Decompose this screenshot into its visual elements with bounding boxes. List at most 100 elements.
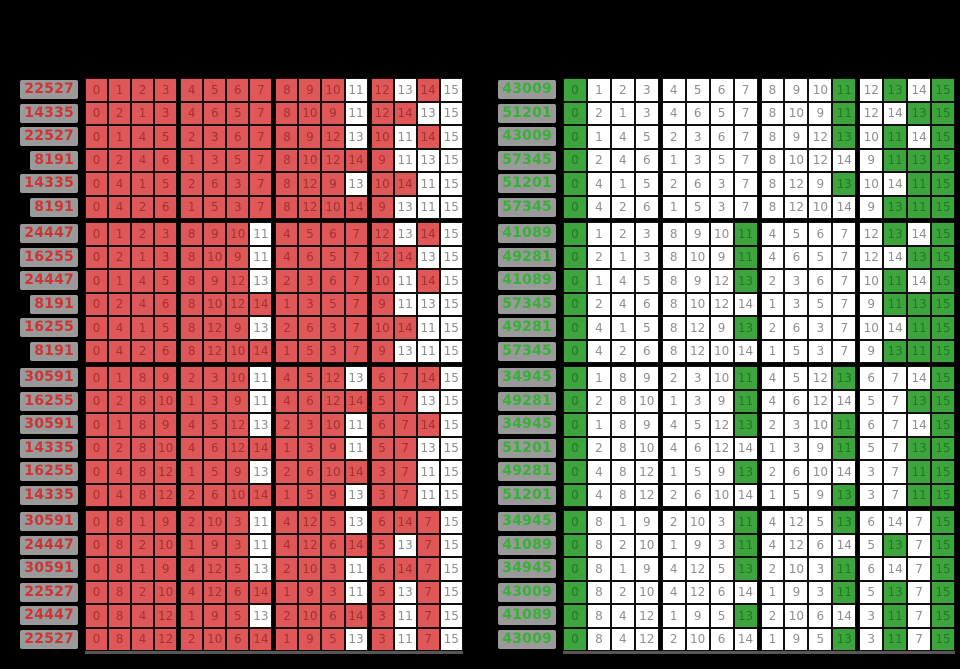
lane-cell: 12 xyxy=(226,436,250,460)
lane-cell: 1 xyxy=(661,533,686,557)
lane-cell: 15 xyxy=(931,413,955,437)
lane-cell: 13 xyxy=(883,222,908,246)
lane-cell: 15 xyxy=(931,510,955,534)
lane-cell: 5 xyxy=(709,101,734,125)
lane-cell: 13 xyxy=(249,316,273,340)
lane-cells: 0 2 8 10 1 3 9 11 4 6 12 14 5 7 13 15 xyxy=(85,389,463,413)
table-row: 8191 0 4 2 6 1 5 3 7 8 12 10 14 9 13 11 15 xyxy=(0,195,463,220)
lane-cell: 9 xyxy=(226,460,250,484)
lane-cell: 7 xyxy=(883,413,908,437)
lane-cell: 13 xyxy=(344,483,368,507)
table-row: 41089 0 1 4 5 8 9 12 13 2 3 6 7 10 11 14 15 xyxy=(463,269,955,293)
lane-cell: 5 xyxy=(784,366,809,390)
lane-cell: 8 xyxy=(586,557,611,581)
lane-cell: 5 xyxy=(370,436,394,460)
lane-cell: 11 xyxy=(832,436,857,460)
lane-cell: 10 xyxy=(808,413,833,437)
row-mask-label: 8191 xyxy=(0,196,85,220)
lane-cell: 14 xyxy=(249,436,273,460)
lane-cells: 0 1 8 9 4 5 12 13 2 3 10 11 6 7 14 15 xyxy=(85,413,463,437)
lane-cell: 2 xyxy=(275,460,299,484)
lane-cell: 7 xyxy=(832,222,857,246)
table-row: 43009 0 8 4 12 2 10 6 14 1 9 5 13 3 11 7 15 xyxy=(463,627,955,651)
lane-cell: 11 xyxy=(393,292,417,316)
lane-cell: 9 xyxy=(203,604,227,628)
lane-cell: 14 xyxy=(249,339,273,363)
lane-cell: 6 xyxy=(321,533,345,557)
table-row: 41089 0 8 2 10 1 9 3 11 4 12 6 14 5 13 7 15 xyxy=(463,533,955,557)
lane-cell: 14 xyxy=(344,195,368,219)
lane-cell: 13 xyxy=(907,292,932,316)
table-row: 34945 0 8 1 9 2 10 3 11 4 12 5 13 6 14 7 15 xyxy=(463,510,955,534)
lane-cell: 1 xyxy=(108,366,132,390)
lane-cell: 9 xyxy=(226,245,250,269)
lane-cell: 14 xyxy=(883,316,908,340)
lane-cell: 15 xyxy=(931,483,955,507)
lane-cell: 11 xyxy=(832,78,857,102)
row-mask-value: 41089 xyxy=(498,224,556,244)
table-row: 34945 0 1 8 9 2 3 10 11 4 5 12 13 6 7 14 15 xyxy=(463,366,955,390)
lane-cell: 11 xyxy=(883,604,908,628)
lane-cell: 0 xyxy=(85,604,109,628)
lane-cell: 13 xyxy=(344,125,368,149)
lane-cell: 5 xyxy=(370,580,394,604)
lane-cell: 3 xyxy=(859,627,884,651)
lane-cell: 11 xyxy=(393,269,417,293)
row-mask-value: 22527 xyxy=(20,582,78,602)
lane-cell: 2 xyxy=(180,483,204,507)
lane-cell: 11 xyxy=(907,316,932,340)
table-row: 43009 0 1 4 5 2 3 6 7 8 9 12 13 10 11 14 15 xyxy=(463,125,955,149)
lane-cell: 8 xyxy=(180,269,204,293)
lane-cell: 10 xyxy=(298,101,322,125)
table-row: 30591 0 8 1 9 4 12 5 13 2 10 3 11 6 14 7 15 xyxy=(0,557,463,581)
lane-cell: 7 xyxy=(416,580,440,604)
lane-cell: 8 xyxy=(275,195,299,219)
table-row: 14335 0 2 8 10 4 6 12 14 1 3 9 11 5 7 13 15 xyxy=(0,436,463,460)
table-row: 57345 0 4 2 6 8 12 10 14 1 5 3 7 9 13 11 15 xyxy=(463,339,955,363)
lane-cell: 11 xyxy=(416,483,440,507)
lane-cell: 10 xyxy=(859,316,884,340)
lane-cell: 0 xyxy=(85,125,109,149)
lane-cell: 13 xyxy=(883,339,908,363)
lane-cells: 0 1 2 3 8 9 10 11 4 5 6 7 12 13 14 15 xyxy=(563,222,955,246)
lane-cell: 12 xyxy=(808,125,833,149)
lane-cell: 14 xyxy=(249,483,273,507)
lane-cell: 8 xyxy=(661,245,686,269)
row-mask-label: 41089 xyxy=(463,222,563,246)
lane-cell: 6 xyxy=(321,222,345,246)
lane-cell: 0 xyxy=(563,413,587,437)
row-mask-label: 49281 xyxy=(463,316,563,340)
lane-cell: 2 xyxy=(586,389,611,413)
lane-cell: 11 xyxy=(907,483,932,507)
lane-cell: 1 xyxy=(610,316,635,340)
lane-cell: 2 xyxy=(661,483,686,507)
row-mask-value: 49281 xyxy=(498,391,556,411)
lane-cell: 9 xyxy=(859,148,884,172)
lane-cell: 8 xyxy=(180,292,204,316)
lane-cell: 14 xyxy=(733,436,758,460)
lane-cell: 10 xyxy=(226,222,250,246)
row-mask-label: 34945 xyxy=(463,510,563,534)
lane-cell: 4 xyxy=(108,172,132,196)
lane-cells: 0 2 4 6 8 10 12 14 1 3 5 7 9 11 13 15 xyxy=(563,292,955,316)
row-mask-value: 30591 xyxy=(20,512,78,532)
table-row: 57345 0 2 4 6 8 10 12 14 1 3 5 7 9 11 13 15 xyxy=(463,292,955,316)
lane-cell: 0 xyxy=(563,292,587,316)
lane-cell: 1 xyxy=(661,148,686,172)
lane-cell: 13 xyxy=(907,436,932,460)
lane-cell: 8 xyxy=(661,316,686,340)
lane-cell: 15 xyxy=(439,101,463,125)
lane-cell: 1 xyxy=(610,510,635,534)
lane-cells: 0 4 8 12 1 5 9 13 2 6 10 14 3 7 11 15 xyxy=(85,460,463,484)
lane-cell: 15 xyxy=(439,533,463,557)
lane-cell: 14 xyxy=(832,460,857,484)
lane-cell: 6 xyxy=(203,483,227,507)
lane-cell: 9 xyxy=(370,148,394,172)
lane-cell: 14 xyxy=(344,389,368,413)
lane-cell: 4 xyxy=(586,460,611,484)
lane-cell: 13 xyxy=(249,604,273,628)
lane-cell: 4 xyxy=(661,580,686,604)
row-mask-label: 43009 xyxy=(463,125,563,149)
lane-cell: 5 xyxy=(784,339,809,363)
table-row: 43009 0 8 2 10 4 12 6 14 1 9 3 11 5 13 7 15 xyxy=(463,580,955,604)
